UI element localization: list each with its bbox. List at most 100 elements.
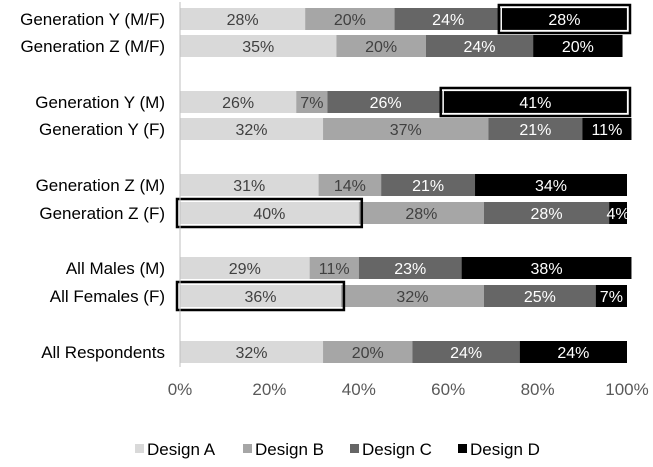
bar-segment-generation-z-f-design-b [358, 202, 484, 224]
category-label-generation-y-m: Generation Y (M) [35, 93, 165, 112]
x-tick-label-20: 20% [252, 380, 286, 399]
highlight-box-all-females-f-design-a [175, 280, 346, 312]
category-label-generation-z-f: Generation Z (F) [39, 204, 165, 223]
x-tick-label-40: 40% [342, 380, 376, 399]
data-label-all-respondents-design-d: 24% [557, 345, 589, 362]
data-label-generation-z-m-design-d: 34% [535, 178, 567, 195]
bar-segment-generation-z-f-design-c [483, 202, 610, 224]
bar-segment-all-respondents-design-d [519, 341, 627, 363]
category-labels: Generation Y (M/F) Generation Z (M/F) Gene… [20, 10, 165, 362]
bar-segment-generation-y-f-design-a [180, 118, 324, 140]
legend-label-design-d: Design D [470, 440, 540, 459]
bar-segment-generation-z-m-f-design-b [336, 35, 426, 57]
bar-segment-generation-y-m-f-design-a [180, 8, 306, 30]
bar-segment-generation-z-m-design-c [381, 174, 476, 196]
bar-segment-generation-y-m-f-design-c [394, 8, 502, 30]
data-label-all-males-m-design-a: 29% [229, 261, 261, 278]
legend-swatch-design-a [135, 444, 144, 453]
legend: Design A Design B Design C Design D [135, 440, 540, 459]
bar-segment-generation-y-m-design-b [296, 91, 328, 113]
category-label-generation-y-m-f: Generation Y (M/F) [20, 10, 165, 29]
bar-segment-all-females-f-design-a [180, 285, 341, 307]
bar-segment-generation-z-m-design-b [318, 174, 382, 196]
bar-segment-generation-z-m-design-d [475, 174, 627, 196]
data-label-generation-z-m-design-a: 31% [233, 178, 265, 195]
category-label-all-respondents: All Respondents [41, 343, 165, 362]
bar-segment-generation-y-m-f-design-b [305, 8, 395, 30]
data-label-all-females-f-design-a: 36% [244, 289, 276, 306]
bar-segment-all-males-m-design-a [180, 257, 310, 279]
data-label-generation-y-m-f-design-b: 20% [334, 12, 366, 29]
category-label-generation-z-m-f: Generation Z (M/F) [20, 37, 165, 56]
data-label-all-females-f-design-b: 32% [396, 289, 428, 306]
data-label-generation-z-m-f-design-d: 20% [562, 39, 594, 56]
data-label-generation-y-f-design-a: 32% [236, 122, 268, 139]
category-label-all-females-f: All Females (F) [50, 287, 165, 306]
bar-segment-all-females-f-design-c [483, 285, 596, 307]
legend-label-design-c: Design C [362, 440, 432, 459]
data-label-generation-y-f-design-c: 21% [519, 122, 551, 139]
bar-segment-all-females-f-design-d [595, 285, 627, 307]
data-label-generation-y-f-design-d: 11% [591, 122, 622, 139]
bar-segment-generation-y-m-design-d [443, 91, 627, 113]
bar-segment-generation-y-f-design-d [582, 118, 632, 140]
data-label-generation-z-f-design-d: 4% [606, 206, 629, 223]
bar-segment-generation-y-f-design-c [488, 118, 583, 140]
bar-segment-generation-z-f-design-a [180, 202, 359, 224]
data-label-generation-z-m-f-design-c: 24% [463, 39, 495, 56]
x-tick-label-80: 80% [521, 380, 555, 399]
data-label-generation-y-m-design-b: 7% [300, 95, 323, 112]
data-label-generation-z-f-design-a: 40% [253, 206, 285, 223]
highlight-inner-generation-y-m-design-d [442, 89, 629, 115]
data-label-generation-z-f-design-c: 28% [531, 206, 563, 223]
data-label-all-respondents-design-a: 32% [236, 345, 268, 362]
bar-segment-generation-z-m-f-design-c [425, 35, 534, 57]
data-label-generation-z-m-f-design-a: 35% [242, 39, 274, 56]
bar-segment-all-males-m-design-c [358, 257, 462, 279]
data-label-generation-y-m-design-c: 26% [370, 95, 402, 112]
category-label-generation-z-m: Generation Z (M) [36, 176, 165, 195]
data-label-generation-y-m-design-a: 26% [222, 95, 254, 112]
data-label-generation-z-f-design-b: 28% [405, 206, 437, 223]
data-label-generation-z-m-design-c: 21% [412, 178, 444, 195]
data-label-all-respondents-design-b: 20% [352, 345, 384, 362]
data-label-generation-z-m-f-design-b: 20% [365, 39, 397, 56]
bar-segment-all-females-f-design-b [340, 285, 484, 307]
data-label-all-males-m-design-d: 38% [531, 261, 563, 278]
bar-segment-generation-y-m-f-design-d [501, 8, 627, 30]
data-label-generation-y-m-f-design-d: 28% [548, 12, 580, 29]
highlight-box-generation-z-f-design-a [175, 197, 364, 229]
data-label-all-males-m-design-b: 11% [319, 261, 350, 278]
bar-segment-generation-z-f-design-d [609, 202, 627, 224]
bar-segment-all-respondents-design-a [180, 341, 324, 363]
x-axis-tick-labels: 0% 20% 40% 60% 80% 100% [168, 380, 649, 399]
bar-segment-generation-y-m-design-a [180, 91, 297, 113]
data-label-generation-z-m-design-b: 14% [334, 178, 366, 195]
data-label-all-respondents-design-c: 24% [450, 345, 482, 362]
data-label-generation-y-m-design-d: 41% [519, 95, 551, 112]
bar-segment-generation-y-m-design-c [327, 91, 444, 113]
bar-segment-all-males-m-design-d [461, 257, 632, 279]
highlight-layer [175, 3, 632, 312]
bar-segment-generation-z-m-f-design-a [180, 35, 337, 57]
legend-label-design-a: Design A [147, 440, 216, 459]
x-tick-label-0: 0% [168, 380, 193, 399]
bars-layer: 28% 20% 24% 28% 35% 20% 24% 20% 26% 7% 26% 41% 32% 37… [180, 8, 632, 363]
highlight-box-generation-y-m-design-d [439, 86, 632, 118]
bar-segment-generation-z-m-f-design-d [533, 35, 623, 57]
legend-label-design-b: Design B [255, 440, 324, 459]
data-label-all-males-m-design-c: 23% [394, 261, 426, 278]
legend-swatch-design-b [243, 444, 252, 453]
x-tick-label-100: 100% [605, 380, 648, 399]
bar-segment-generation-y-f-design-b [323, 118, 489, 140]
data-label-generation-y-m-f-design-c: 24% [432, 12, 464, 29]
data-label-generation-y-m-f-design-a: 28% [227, 12, 259, 29]
bar-segment-generation-z-m-design-a [180, 174, 319, 196]
bar-segment-all-males-m-design-b [309, 257, 359, 279]
legend-swatch-design-c [350, 444, 359, 453]
highlight-box-generation-y-m-f-design-d [497, 3, 632, 35]
legend-swatch-design-d [458, 444, 467, 453]
bar-segment-all-respondents-design-b [323, 341, 413, 363]
category-label-generation-y-f: Generation Y (F) [39, 120, 165, 139]
